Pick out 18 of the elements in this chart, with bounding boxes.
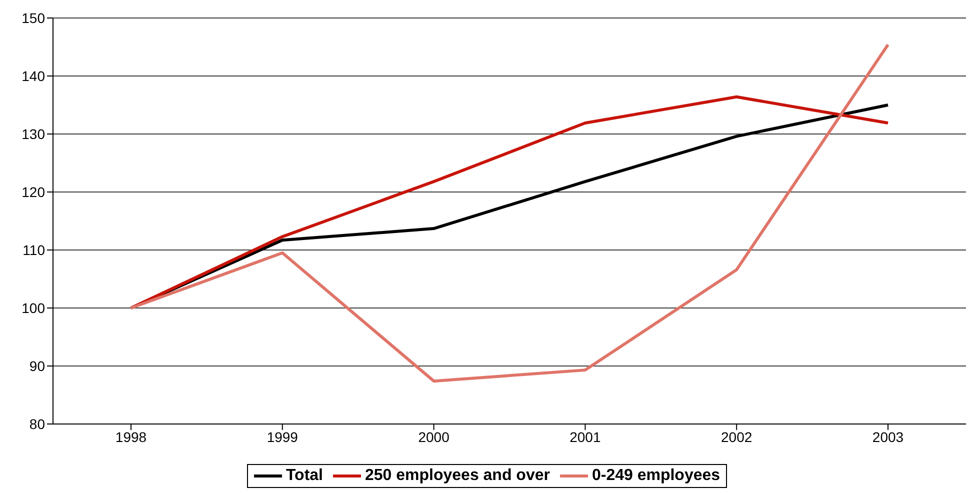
- y-tick-label: 120: [22, 184, 46, 200]
- y-tick-label: 110: [22, 242, 46, 258]
- legend-label: 250 employees and over: [364, 467, 550, 485]
- x-tick-label: 2003: [872, 428, 904, 445]
- y-tick-label: 100: [22, 300, 46, 316]
- x-tick-label: 1998: [115, 428, 147, 445]
- y-tick-label: 80: [29, 416, 46, 432]
- x-tick-label: 2001: [570, 428, 601, 445]
- x-tick-label: 2000: [418, 428, 450, 445]
- legend-label: Total: [284, 467, 323, 485]
- y-tick-label: 140: [22, 68, 46, 84]
- x-tick-label: 1999: [266, 428, 298, 445]
- line-series: [130, 43, 890, 383]
- legend-label: 0-249 employees: [590, 467, 720, 485]
- y-tick-label: 150: [22, 10, 46, 26]
- x-tick-label: 2002: [721, 428, 752, 445]
- y-tick-label: 90: [29, 358, 46, 374]
- y-tick-label: 130: [22, 126, 46, 142]
